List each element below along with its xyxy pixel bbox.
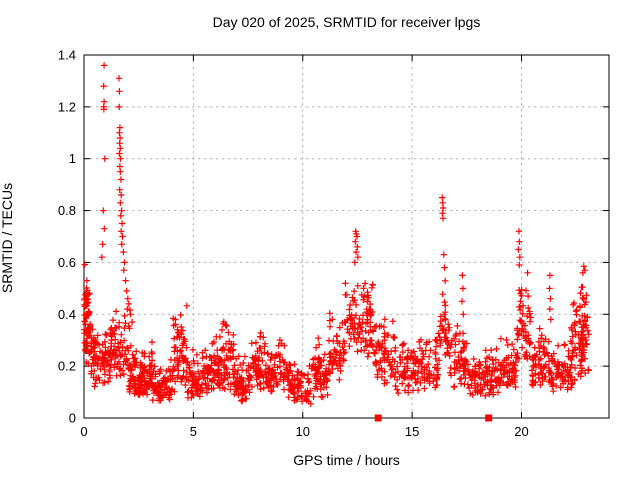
chart-title: Day 020 of 2025, SRMTID for receiver lpg… (212, 14, 481, 30)
flag-square-marker (374, 414, 382, 422)
y-tick-label: 0.8 (58, 203, 76, 218)
x-axis-label: GPS time / hours (293, 452, 400, 468)
y-tick-label: 0.6 (58, 255, 76, 270)
x-tick-label: 15 (405, 424, 419, 439)
x-tick-label: 20 (514, 424, 528, 439)
plot-border (83, 54, 610, 419)
y-tick-label: 0.2 (58, 359, 76, 374)
y-tick-label: 1.2 (58, 99, 76, 114)
x-tick-label: 0 (80, 424, 87, 439)
x-tick-label: 10 (296, 424, 310, 439)
y-tick-label: 0.4 (58, 307, 76, 322)
flag-square-marker (485, 414, 493, 422)
y-tick-label: 0 (69, 411, 76, 426)
y-tick-label: 1.4 (58, 48, 76, 63)
y-tick-label: 1 (69, 151, 76, 166)
x-tick-label: 5 (190, 424, 197, 439)
scatter-series (80, 62, 592, 407)
